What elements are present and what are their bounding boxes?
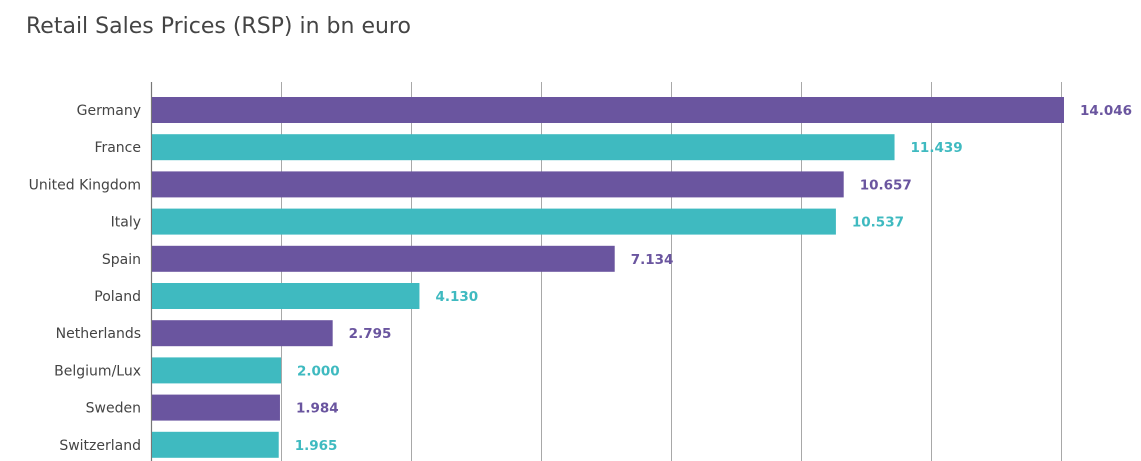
bar (152, 97, 1064, 123)
category-label: Germany (77, 103, 141, 119)
bar (152, 208, 836, 235)
bar (152, 171, 844, 198)
category-labels: Germany France United Kingdom Italy Spain Pol… (29, 103, 141, 454)
value-label: 2.000 (297, 363, 340, 379)
value-labels: 14.046 11.439 10.657 10.537 7.134 4.130 2.795 2… (295, 103, 1132, 454)
category-label: France (94, 140, 141, 156)
value-label: 1.984 (296, 401, 339, 417)
value-label: 1.965 (295, 438, 338, 454)
value-label: 14.046 (1080, 103, 1132, 119)
value-label: 2.795 (349, 326, 392, 342)
bar (152, 283, 420, 309)
category-label: United Kingdom (29, 177, 141, 193)
bar (152, 357, 281, 384)
category-label: Italy (111, 215, 141, 231)
bar (152, 394, 280, 421)
value-label: 4.130 (435, 289, 478, 305)
value-label: 10.657 (860, 177, 912, 193)
category-label: Switzerland (59, 438, 141, 454)
bar (152, 320, 333, 347)
category-label: Netherlands (56, 326, 141, 342)
bar (152, 134, 895, 161)
bar (152, 431, 279, 458)
bars (152, 97, 1064, 458)
chart-title: Retail Sales Prices (RSP) in bn euro (26, 14, 411, 39)
value-label: 7.134 (631, 252, 674, 268)
category-label: Belgium/Lux (54, 363, 141, 379)
value-label: 11.439 (911, 140, 963, 156)
bar (152, 245, 615, 272)
category-label: Sweden (86, 401, 141, 417)
value-label: 10.537 (852, 215, 904, 231)
category-label: Spain (102, 252, 141, 268)
category-label: Poland (94, 289, 141, 305)
